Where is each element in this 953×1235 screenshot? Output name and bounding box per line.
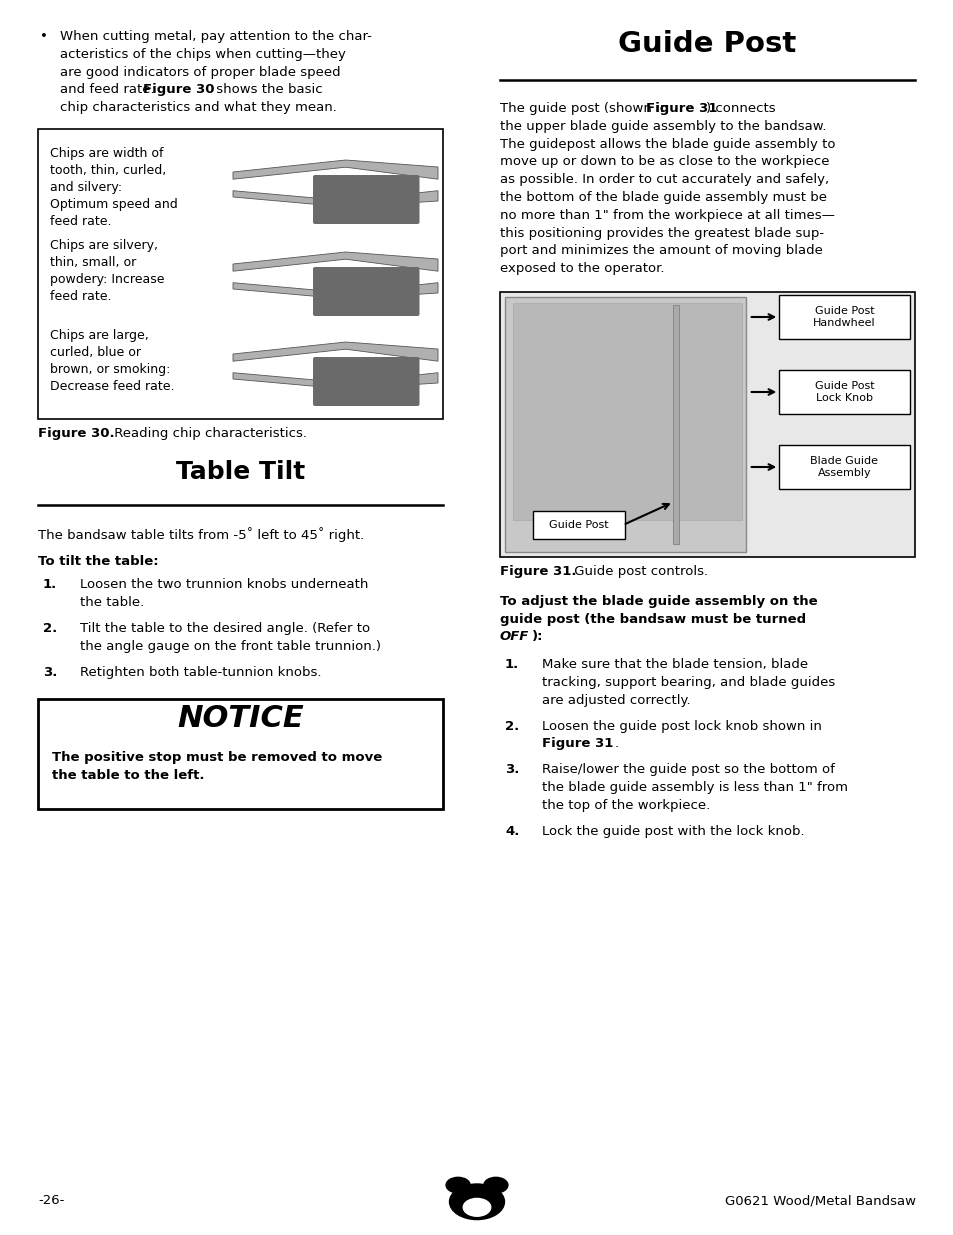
Text: 2.: 2. (504, 720, 518, 732)
Circle shape (446, 1177, 470, 1193)
Text: Figure 30.: Figure 30. (38, 427, 114, 440)
FancyBboxPatch shape (673, 305, 679, 543)
Text: feed rate.: feed rate. (50, 215, 112, 227)
Text: thin, small, or: thin, small, or (50, 256, 136, 269)
Text: NOTICE: NOTICE (177, 704, 304, 734)
Text: Lock the guide post with the lock knob.: Lock the guide post with the lock knob. (541, 825, 803, 837)
Text: 3.: 3. (43, 666, 57, 678)
Text: shows the basic: shows the basic (212, 84, 322, 96)
Text: 3.: 3. (504, 763, 518, 777)
Text: are adjusted correctly.: are adjusted correctly. (541, 694, 690, 706)
FancyBboxPatch shape (38, 128, 442, 419)
Polygon shape (233, 373, 437, 389)
Polygon shape (233, 283, 437, 299)
Text: Chips are silvery,: Chips are silvery, (50, 240, 158, 252)
Text: 1.: 1. (504, 658, 518, 671)
Text: the top of the workpiece.: the top of the workpiece. (541, 799, 709, 811)
Text: Figure 31: Figure 31 (645, 103, 717, 115)
Text: The bandsaw table tilts from -5˚ left to 45˚ right.: The bandsaw table tilts from -5˚ left to… (38, 527, 364, 542)
FancyBboxPatch shape (313, 175, 419, 224)
Text: ) connects: ) connects (705, 103, 775, 115)
Text: ):: ): (532, 630, 543, 643)
Text: guide post (the bandsaw must be turned: guide post (the bandsaw must be turned (499, 613, 805, 626)
Text: •: • (40, 30, 48, 43)
FancyBboxPatch shape (779, 445, 909, 489)
Text: Figure 31.: Figure 31. (499, 564, 576, 578)
Text: -26-: -26- (38, 1194, 64, 1207)
Text: To adjust the blade guide assembly on the: To adjust the blade guide assembly on th… (499, 595, 817, 608)
Text: curled, blue or: curled, blue or (50, 346, 141, 359)
Text: 4.: 4. (504, 825, 518, 837)
Text: Table Tilt: Table Tilt (175, 459, 305, 484)
FancyBboxPatch shape (313, 267, 419, 316)
Text: brown, or smoking:: brown, or smoking: (50, 363, 171, 375)
Text: Reading chip characteristics.: Reading chip characteristics. (110, 427, 307, 440)
Text: no more than 1" from the workpiece at all times—: no more than 1" from the workpiece at al… (499, 209, 834, 222)
Text: When cutting metal, pay attention to the char-: When cutting metal, pay attention to the… (60, 30, 372, 43)
Circle shape (449, 1184, 504, 1220)
Text: Guide Post: Guide Post (549, 520, 608, 530)
Text: Guide Post
Handwheel: Guide Post Handwheel (812, 306, 875, 327)
FancyBboxPatch shape (513, 303, 740, 520)
FancyBboxPatch shape (504, 296, 745, 552)
Text: To tilt the table:: To tilt the table: (38, 555, 158, 568)
Text: Raise/lower the guide post so the bottom of: Raise/lower the guide post so the bottom… (541, 763, 834, 777)
Text: The guide post (shown in: The guide post (shown in (499, 103, 672, 115)
Polygon shape (233, 342, 437, 361)
Text: Loosen the two trunnion knobs underneath: Loosen the two trunnion knobs underneath (80, 578, 368, 592)
FancyBboxPatch shape (313, 357, 419, 406)
Text: Retighten both table-tunnion knobs.: Retighten both table-tunnion knobs. (80, 666, 321, 678)
Text: and feed rate.: and feed rate. (60, 84, 159, 96)
Text: Guide post controls.: Guide post controls. (569, 564, 707, 578)
FancyBboxPatch shape (499, 291, 914, 557)
Text: G0621 Wood/Metal Bandsaw: G0621 Wood/Metal Bandsaw (724, 1194, 915, 1207)
Circle shape (483, 1177, 507, 1193)
Text: Chips are width of: Chips are width of (50, 147, 163, 161)
Text: the angle gauge on the front table trunnion.): the angle gauge on the front table trunn… (80, 640, 380, 653)
FancyBboxPatch shape (779, 295, 909, 338)
Text: are good indicators of proper blade speed: are good indicators of proper blade spee… (60, 65, 340, 79)
Text: Figure 31: Figure 31 (541, 737, 613, 751)
Text: powdery: Increase: powdery: Increase (50, 273, 164, 285)
Text: Chips are large,: Chips are large, (50, 329, 149, 342)
Polygon shape (233, 161, 437, 179)
Text: 1.: 1. (43, 578, 57, 592)
Text: feed rate.: feed rate. (50, 290, 112, 303)
Text: Tilt the table to the desired angle. (Refer to: Tilt the table to the desired angle. (Re… (80, 622, 370, 635)
FancyBboxPatch shape (38, 699, 442, 809)
Text: tooth, thin, curled,: tooth, thin, curled, (50, 164, 166, 177)
Text: this positioning provides the greatest blade sup-: this positioning provides the greatest b… (499, 226, 823, 240)
Text: the bottom of the blade guide assembly must be: the bottom of the blade guide assembly m… (499, 191, 826, 204)
Text: Blade Guide
Assembly: Blade Guide Assembly (810, 456, 878, 478)
Text: Figure 30: Figure 30 (143, 84, 214, 96)
Text: Loosen the guide post lock knob shown in: Loosen the guide post lock knob shown in (541, 720, 821, 732)
Text: Optimum speed and: Optimum speed and (50, 198, 177, 211)
Text: the table.: the table. (80, 597, 144, 609)
Polygon shape (233, 252, 437, 272)
FancyBboxPatch shape (533, 511, 624, 538)
Text: OFF: OFF (499, 630, 529, 643)
Text: The positive stop must be removed to move: The positive stop must be removed to mov… (52, 751, 382, 764)
Text: exposed to the operator.: exposed to the operator. (499, 262, 664, 275)
FancyBboxPatch shape (779, 370, 909, 414)
Text: acteristics of the chips when cutting—they: acteristics of the chips when cutting—th… (60, 48, 346, 61)
Text: and silvery:: and silvery: (50, 180, 122, 194)
Text: Decrease feed rate.: Decrease feed rate. (50, 379, 174, 393)
Text: the blade guide assembly is less than 1" from: the blade guide assembly is less than 1"… (541, 781, 847, 794)
Text: move up or down to be as close to the workpiece: move up or down to be as close to the wo… (499, 156, 828, 168)
Text: the table to the left.: the table to the left. (52, 769, 204, 782)
Polygon shape (233, 190, 437, 207)
Text: Make sure that the blade tension, blade: Make sure that the blade tension, blade (541, 658, 807, 671)
Circle shape (463, 1198, 490, 1216)
Text: chip characteristics and what they mean.: chip characteristics and what they mean. (60, 101, 336, 114)
Text: Guide Post: Guide Post (618, 30, 796, 58)
Text: Guide Post
Lock Knob: Guide Post Lock Knob (814, 382, 873, 403)
Text: the upper blade guide assembly to the bandsaw.: the upper blade guide assembly to the ba… (499, 120, 825, 133)
Text: port and minimizes the amount of moving blade: port and minimizes the amount of moving … (499, 245, 822, 257)
Text: tracking, support bearing, and blade guides: tracking, support bearing, and blade gui… (541, 676, 835, 689)
Text: The guidepost allows the blade guide assembly to: The guidepost allows the blade guide ass… (499, 137, 835, 151)
Text: 2.: 2. (43, 622, 57, 635)
Text: as possible. In order to cut accurately and safely,: as possible. In order to cut accurately … (499, 173, 828, 186)
Text: .: . (615, 737, 618, 751)
